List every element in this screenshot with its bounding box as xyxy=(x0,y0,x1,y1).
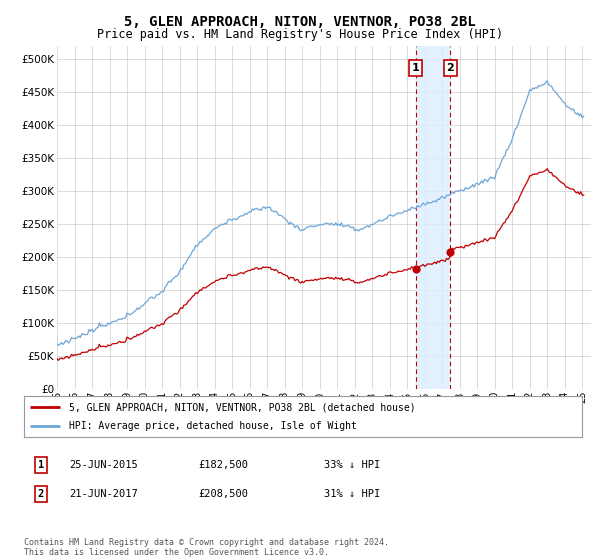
Point xyxy=(446,247,455,256)
Bar xyxy=(416,46,451,389)
Text: £182,500: £182,500 xyxy=(198,460,248,470)
Text: 1: 1 xyxy=(38,460,44,470)
Text: £208,500: £208,500 xyxy=(198,489,248,499)
Point xyxy=(411,264,421,273)
Text: 1: 1 xyxy=(412,63,419,73)
Text: 33% ↓ HPI: 33% ↓ HPI xyxy=(324,460,380,470)
Text: 5, GLEN APPROACH, NITON, VENTNOR, PO38 2BL: 5, GLEN APPROACH, NITON, VENTNOR, PO38 2… xyxy=(124,15,476,29)
Text: 25-JUN-2015: 25-JUN-2015 xyxy=(69,460,138,470)
Text: 2: 2 xyxy=(38,489,44,499)
Text: 2: 2 xyxy=(446,63,454,73)
Text: 5, GLEN APPROACH, NITON, VENTNOR, PO38 2BL (detached house): 5, GLEN APPROACH, NITON, VENTNOR, PO38 2… xyxy=(68,403,415,412)
Text: Price paid vs. HM Land Registry's House Price Index (HPI): Price paid vs. HM Land Registry's House … xyxy=(97,28,503,41)
Text: HPI: Average price, detached house, Isle of Wight: HPI: Average price, detached house, Isle… xyxy=(68,421,356,431)
Text: 31% ↓ HPI: 31% ↓ HPI xyxy=(324,489,380,499)
Text: Contains HM Land Registry data © Crown copyright and database right 2024.
This d: Contains HM Land Registry data © Crown c… xyxy=(24,538,389,557)
Text: 21-JUN-2017: 21-JUN-2017 xyxy=(69,489,138,499)
